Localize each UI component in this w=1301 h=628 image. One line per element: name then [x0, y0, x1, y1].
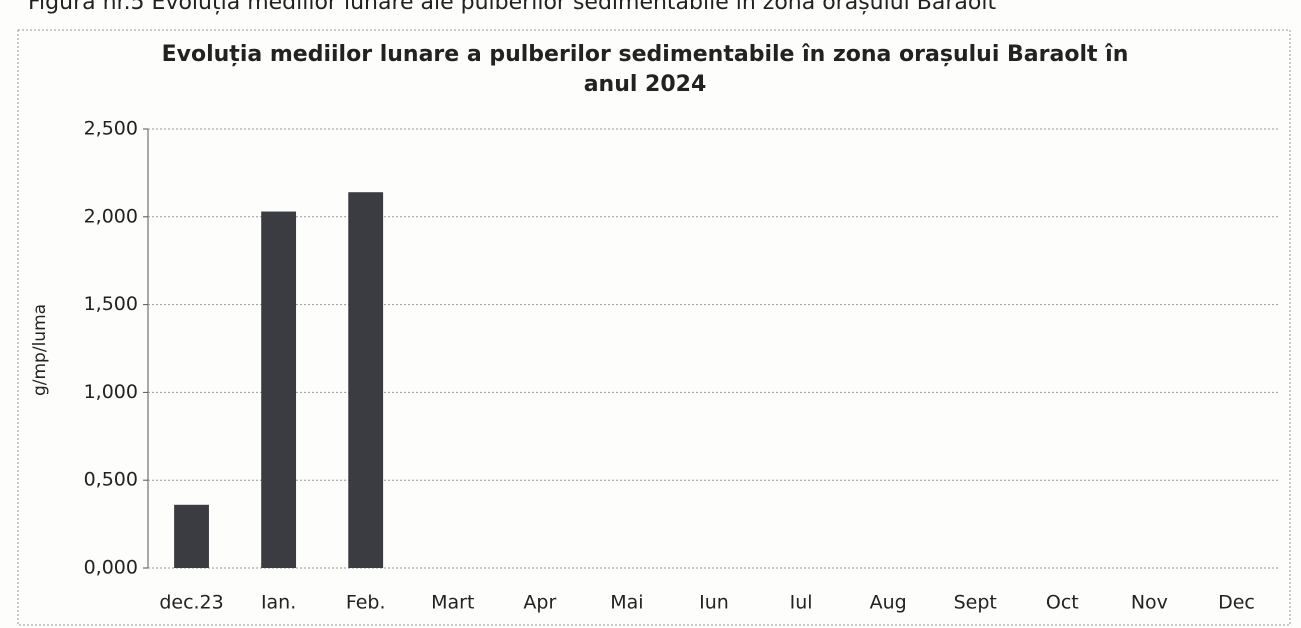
x-tick-label: Nov [1131, 592, 1168, 614]
bar [261, 211, 297, 569]
y-tick-label: 2,000 [84, 205, 138, 227]
x-tick-label: Ian. [261, 592, 296, 614]
bar [348, 192, 384, 568]
x-tick-label: Dec [1218, 592, 1255, 614]
x-tick-label: Mart [431, 592, 474, 614]
x-tick-label: Oct [1046, 592, 1079, 614]
x-tick-label: Iun [699, 592, 729, 614]
y-tick-label: 2,500 [84, 118, 138, 140]
x-tick-label: Sept [954, 592, 997, 614]
y-axis-label: g/mp/luma [30, 304, 50, 396]
x-tick-label: Mai [610, 592, 643, 614]
x-tick-label: Feb. [346, 592, 386, 614]
y-tick-label: 0,000 [84, 557, 138, 579]
x-tick-label: Apr [523, 592, 556, 614]
y-tick-label: 1,000 [84, 381, 138, 403]
x-tick-label: Iul [790, 592, 813, 614]
y-tick-label: 1,500 [84, 293, 138, 315]
x-tick-label: Aug [870, 592, 907, 614]
caption: Figura nr.5 Evoluția mediilor lunare ale… [28, 0, 997, 15]
y-tick-label: 0,500 [84, 469, 138, 491]
chart-title: Evoluția mediilor lunare a pulberilor se… [161, 42, 1129, 97]
bar [174, 504, 209, 568]
x-tick-label: dec.23 [159, 592, 223, 614]
chart-frame [17, 29, 1291, 626]
